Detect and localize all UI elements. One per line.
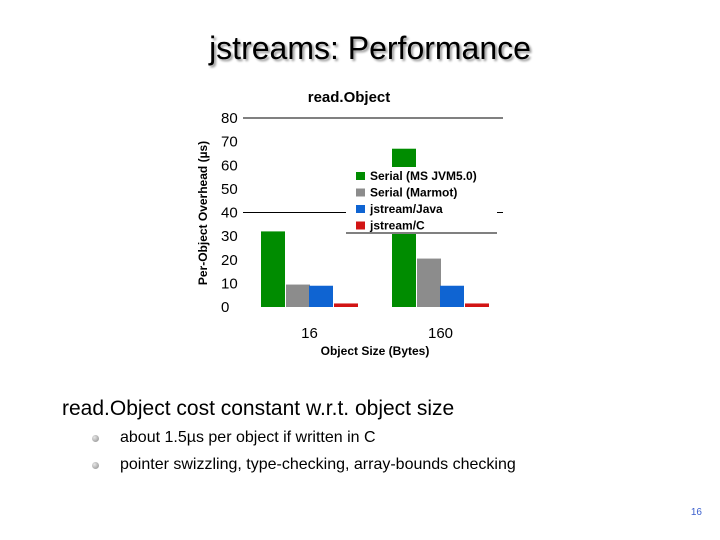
y-tick-label: 70 [221, 134, 238, 151]
legend-swatch [356, 188, 365, 197]
sub-bullet-text: about 1.5µs per object if written in C [120, 429, 376, 446]
y-tick-label: 50 [221, 181, 238, 198]
y-tick-label: 0 [221, 299, 229, 316]
chart-title: read.Object [308, 89, 391, 106]
sub-bullet-2: pointer swizzling, type-checking, array-… [92, 454, 516, 481]
x-tick-label: 16 [301, 325, 318, 342]
legend-label: jstream/Java [369, 202, 443, 216]
y-tick-label: 60 [221, 157, 238, 174]
page-number: 16 [690, 507, 702, 518]
legend-swatch [356, 172, 365, 180]
bar [261, 231, 285, 307]
legend-box [346, 167, 497, 234]
bullet-dot-icon [92, 435, 99, 442]
y-tick-label: 40 [221, 205, 238, 222]
sub-bullet-list: about 1.5µs per object if written in C p… [92, 427, 516, 481]
sub-bullet-1: about 1.5µs per object if written in C [92, 427, 516, 454]
bar [465, 303, 489, 307]
bar [417, 258, 441, 307]
slide-title: jstreams: Performance [209, 30, 531, 66]
x-tick-label: 160 [428, 325, 453, 342]
y-tick-label: 80 [221, 110, 238, 127]
x-axis-label: Object Size (Bytes) [321, 344, 430, 358]
bar [334, 303, 358, 307]
y-tick-label: 20 [221, 252, 238, 269]
y-tick-label: 10 [221, 275, 238, 292]
bar [440, 285, 464, 307]
bullet-dot-icon [92, 462, 99, 469]
legend-swatch [356, 221, 365, 230]
legend-label: jstream/C [369, 219, 425, 233]
legend-label: Serial (Marmot) [370, 186, 457, 200]
legend-label: Serial (MS JVM5.0) [370, 169, 477, 183]
bar [309, 285, 333, 307]
bar [286, 284, 310, 307]
y-axis-label: Per-Object Overhead (µs) [196, 141, 210, 285]
bullet-heading: read.Object cost constant w.r.t. object … [62, 397, 455, 420]
sub-bullet-text: pointer swizzling, type-checking, array-… [120, 456, 516, 473]
y-tick-label: 30 [221, 228, 238, 245]
legend-swatch [356, 205, 365, 213]
